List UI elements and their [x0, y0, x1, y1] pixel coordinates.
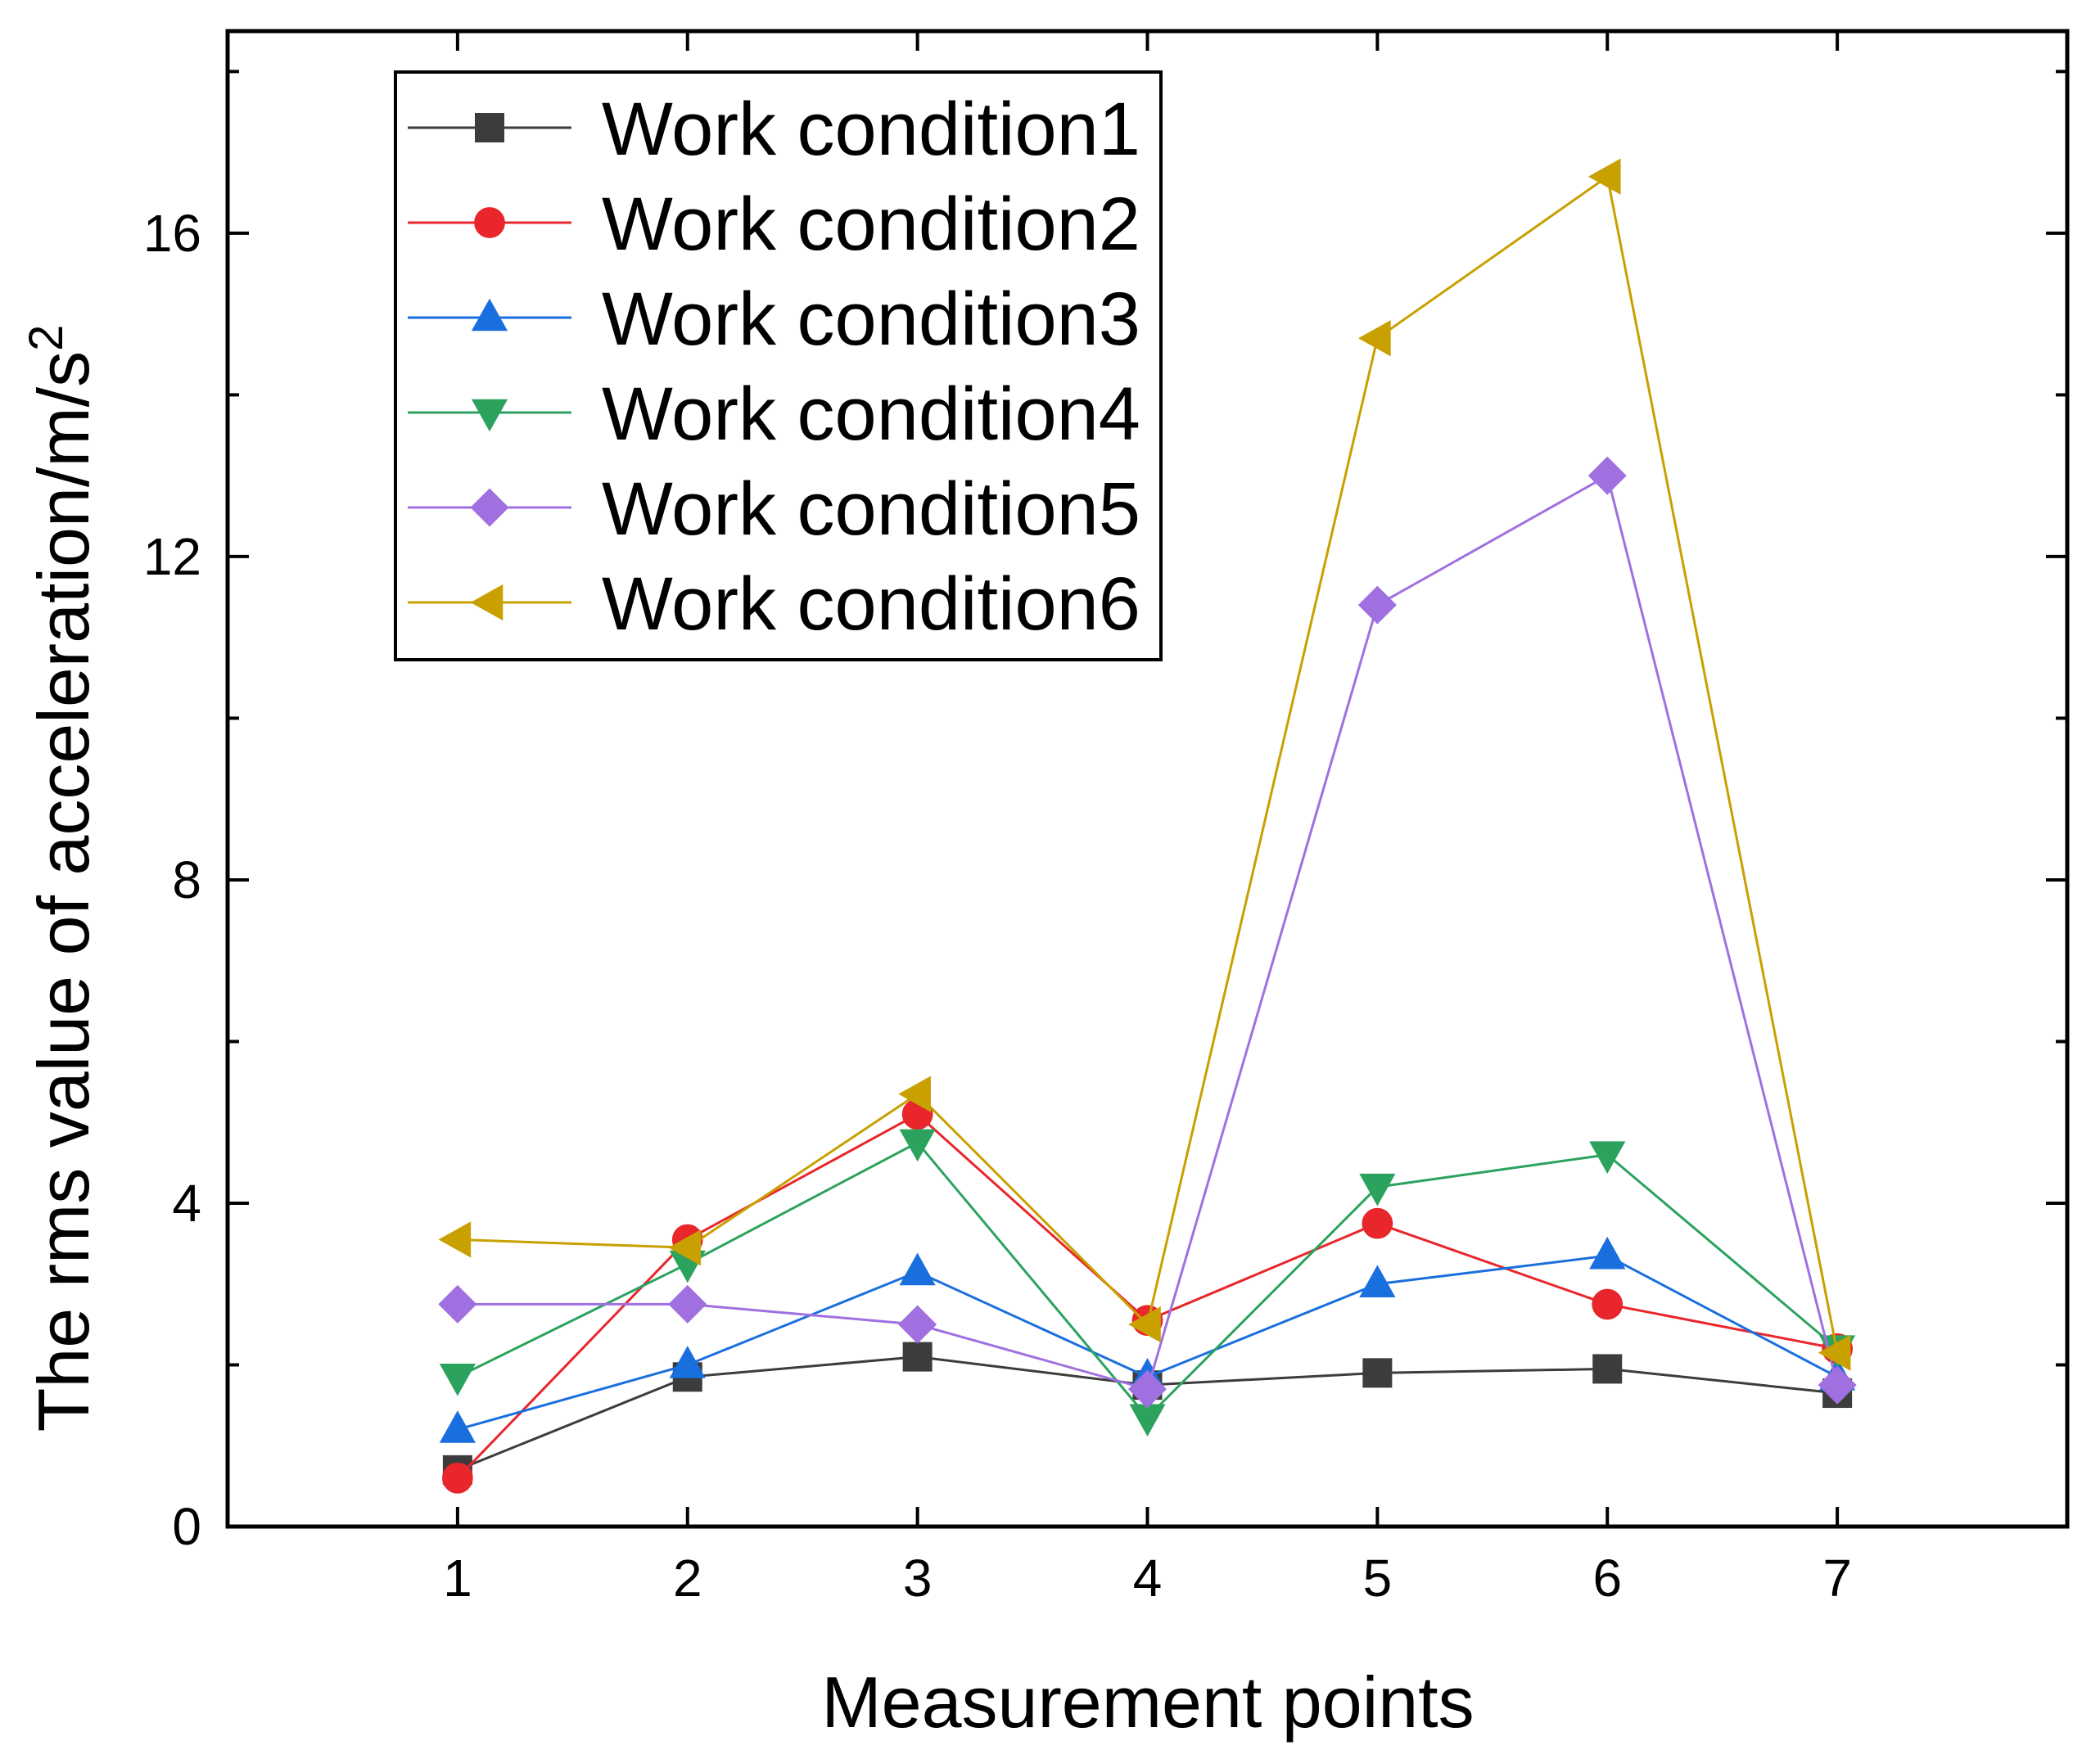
x-tick-label: 3	[903, 1549, 933, 1608]
x-tick-label: 6	[1592, 1549, 1622, 1608]
data-point	[1359, 587, 1395, 623]
y-axis-title: The rms value of acceleration/m/s2	[20, 325, 104, 1432]
data-point	[901, 1255, 934, 1285]
x-tick-label: 1	[443, 1549, 472, 1608]
legend: Work condition1 Work condition2 Work condi…	[395, 72, 1161, 660]
data-point	[443, 1464, 472, 1493]
chart: 1 2 3 4 5 6 70481216 Work condition1Work condi…	[0, 0, 2100, 1750]
y-axis-title-text: The rms value of acceleration/m/s	[23, 351, 104, 1432]
legend-label: Work condition5	[602, 467, 1140, 551]
data-point	[1590, 160, 1620, 193]
legend-marker	[475, 208, 504, 237]
data-point	[1131, 1405, 1164, 1435]
legend-label: Work condition2	[602, 183, 1140, 266]
x-tick-label: 5	[1363, 1549, 1393, 1608]
data-point	[440, 1223, 471, 1256]
data-point	[670, 1286, 706, 1322]
legend-label: Work condition4	[602, 372, 1140, 456]
y-tick-label: 4	[172, 1174, 201, 1233]
legend-label: Work condition1	[602, 88, 1140, 171]
legend-label: Work condition6	[602, 562, 1140, 646]
x-tick-label: 2	[673, 1549, 702, 1608]
svg-text:The rms value of acceleration/: The rms value of acceleration/m/s2	[20, 325, 104, 1432]
data-point	[1363, 1359, 1391, 1387]
data-point	[1592, 1290, 1622, 1319]
legend-marker	[476, 114, 504, 142]
y-axis-title-superscript: 2	[20, 325, 73, 351]
y-tick-label: 16	[143, 204, 201, 263]
data-point	[440, 1286, 476, 1322]
x-axis-title: Measurement points	[821, 1662, 1474, 1743]
data-point	[1589, 458, 1625, 494]
data-point	[440, 1364, 474, 1395]
data-point	[900, 1306, 936, 1342]
data-point	[1363, 1209, 1393, 1238]
data-point	[1593, 1355, 1621, 1382]
y-tick-label: 0	[172, 1497, 201, 1556]
y-tick-label: 12	[143, 527, 201, 586]
legend-label: Work condition3	[602, 277, 1140, 361]
x-tick-label: 4	[1133, 1549, 1163, 1608]
y-tick-label: 8	[172, 850, 201, 909]
x-tick-label: 7	[1822, 1549, 1852, 1608]
data-point	[1591, 1238, 1624, 1269]
data-point	[904, 1343, 932, 1371]
